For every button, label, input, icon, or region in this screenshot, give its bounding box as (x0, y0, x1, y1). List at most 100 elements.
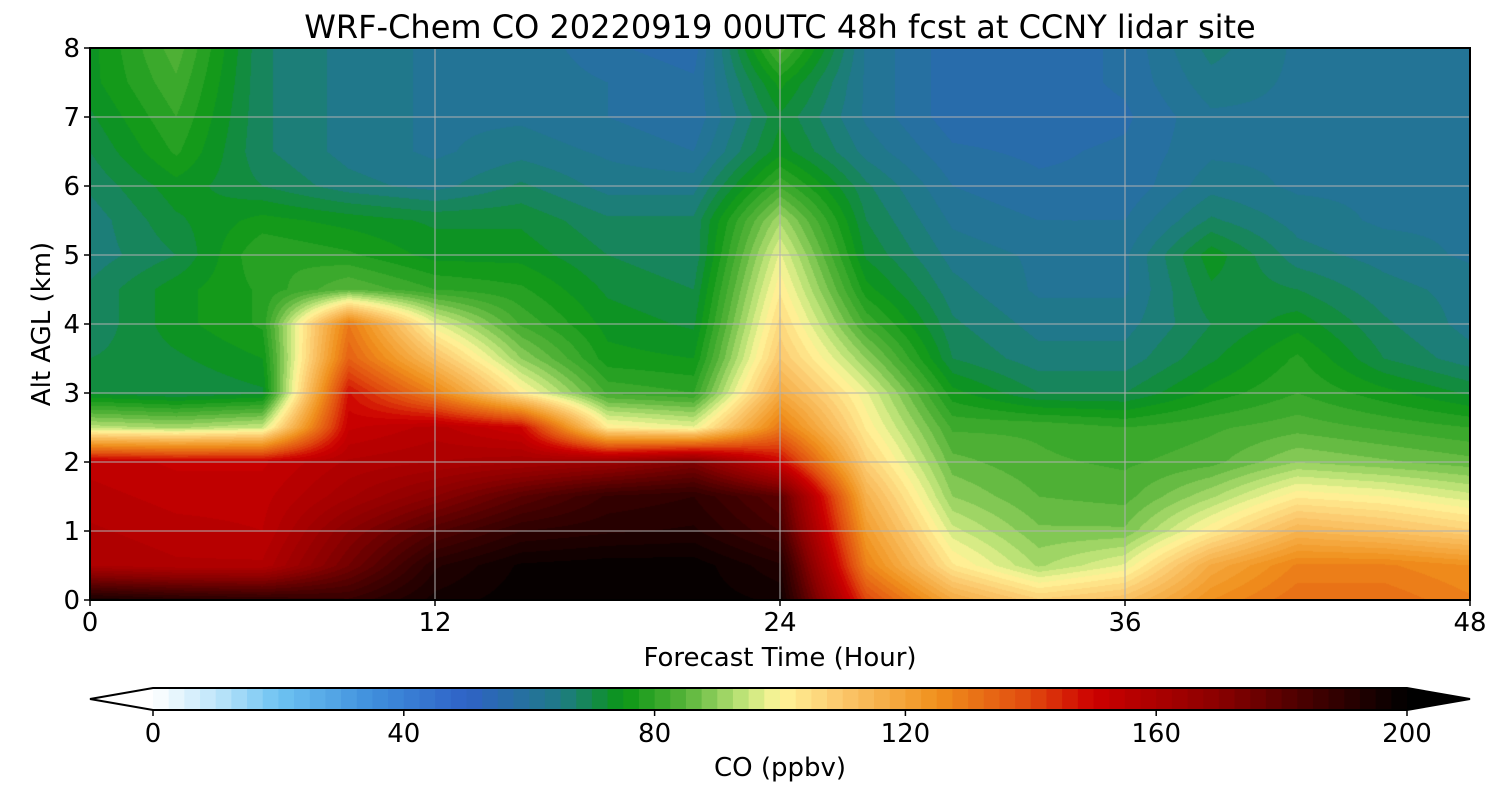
colorbar-cell (497, 688, 515, 710)
chart-title: WRF-Chem CO 20220919 00UTC 48h fcst at C… (304, 8, 1255, 46)
colorbar-cell (184, 688, 201, 710)
colorbar-cell (294, 688, 311, 710)
colorbar-cell (1312, 688, 1330, 710)
colorbar-cell (1375, 688, 1392, 710)
colorbar-cell (1344, 688, 1361, 710)
colorbar-cell (341, 688, 358, 710)
colorbar-cell (482, 688, 499, 710)
colorbar-cell (764, 688, 781, 710)
colorbar-cell (607, 688, 624, 710)
colorbar-extend-max (1407, 688, 1470, 710)
colorbar-cell (388, 688, 405, 710)
colorbar-cell (435, 688, 452, 710)
colorbar-cell (262, 688, 279, 710)
colorbar-label: CO (ppbv) (714, 753, 846, 783)
y-tick-label: 5 (63, 241, 80, 271)
colorbar-cell (701, 688, 718, 710)
colorbar-cell (670, 688, 687, 710)
colorbar-cell (1250, 688, 1267, 710)
y-tick-label: 4 (63, 310, 80, 340)
colorbar-cell (1109, 688, 1126, 710)
colorbar-cell (623, 688, 640, 710)
colorbar-cell (685, 688, 703, 710)
colorbar-cell (325, 688, 342, 710)
colorbar-cell (874, 688, 891, 710)
colorbar-cell (1328, 688, 1345, 710)
colorbar-cell (968, 688, 985, 710)
colorbar-cell (936, 688, 954, 710)
colorbar-cell (732, 688, 750, 710)
x-tick-label: 24 (763, 608, 796, 638)
colorbar-cell (999, 688, 1016, 710)
colorbar-cell (1203, 688, 1220, 710)
colorbar-cells (153, 688, 1408, 710)
colorbar-cell (529, 688, 546, 710)
colorbar-cell (1359, 688, 1377, 710)
colorbar-cell (1281, 688, 1298, 710)
colorbar-cell (1218, 688, 1236, 710)
colorbar-tick-label: 40 (387, 719, 420, 749)
colorbar-cell (1187, 688, 1204, 710)
y-axis: 0 1 2 3 4 5 6 7 8 (63, 34, 90, 616)
colorbar-cell (795, 688, 812, 710)
colorbar-cell (1046, 688, 1063, 710)
colorbar-cell (1015, 688, 1032, 710)
colorbar-cell (153, 688, 170, 710)
colorbar-cell (356, 688, 374, 710)
x-tick-label: 48 (1453, 608, 1486, 638)
colorbar-cell (858, 688, 875, 710)
colorbar-extend-min (90, 688, 153, 710)
colorbar: 0 40 80 120 160 200 CO (ppbv) (89, 687, 1471, 783)
colorbar-cell (654, 688, 671, 710)
colorbar-cell (372, 688, 389, 710)
y-tick-label: 2 (63, 448, 80, 478)
colorbar-cell (247, 688, 264, 710)
colorbar-cell (168, 688, 185, 710)
y-tick-label: 6 (63, 172, 80, 202)
colorbar-cell (403, 688, 421, 710)
colorbar-cell (231, 688, 248, 710)
colorbar-tick-label: 120 (881, 719, 931, 749)
colorbar-cell (560, 688, 577, 710)
colorbar-cell (1140, 688, 1157, 710)
colorbar-cell (309, 688, 327, 710)
colorbar-cell (780, 688, 797, 710)
y-tick-label: 0 (63, 586, 80, 616)
colorbar-cell (1391, 688, 1408, 710)
colorbar-cell (576, 688, 593, 710)
x-tick-label: 0 (82, 608, 99, 638)
x-axis-label: Forecast Time (Hour) (643, 643, 916, 673)
colorbar-cell (419, 688, 436, 710)
colorbar-cell (827, 688, 844, 710)
colorbar-cell (905, 688, 922, 710)
colorbar-cell (450, 688, 468, 710)
colorbar-ticks: 0 40 80 120 160 200 (145, 710, 1432, 749)
colorbar-cell (544, 688, 562, 710)
y-tick-label: 1 (63, 517, 80, 547)
colorbar-cell (842, 688, 859, 710)
y-axis-label: Alt AGL (km) (27, 242, 57, 406)
colorbar-tick-label: 0 (145, 719, 162, 749)
y-tick-label: 3 (63, 379, 80, 409)
x-tick-label: 36 (1108, 608, 1141, 638)
colorbar-cell (717, 688, 734, 710)
colorbar-cell (1234, 688, 1251, 710)
y-tick-label: 7 (63, 103, 80, 133)
colorbar-cell (591, 688, 609, 710)
colorbar-cell (921, 688, 938, 710)
colorbar-cell (952, 688, 969, 710)
colorbar-cell (215, 688, 232, 710)
colorbar-tick-label: 200 (1382, 719, 1432, 749)
colorbar-cell (1171, 688, 1189, 710)
colorbar-cell (983, 688, 1001, 710)
colorbar-cell (889, 688, 906, 710)
colorbar-cell (200, 688, 217, 710)
colorbar-cell (1030, 688, 1048, 710)
colorbar-cell (1156, 688, 1173, 710)
colorbar-cell (638, 688, 656, 710)
colorbar-cell (811, 688, 828, 710)
colorbar-cell (278, 688, 295, 710)
colorbar-cell (1077, 688, 1095, 710)
colorbar-cell (748, 688, 765, 710)
